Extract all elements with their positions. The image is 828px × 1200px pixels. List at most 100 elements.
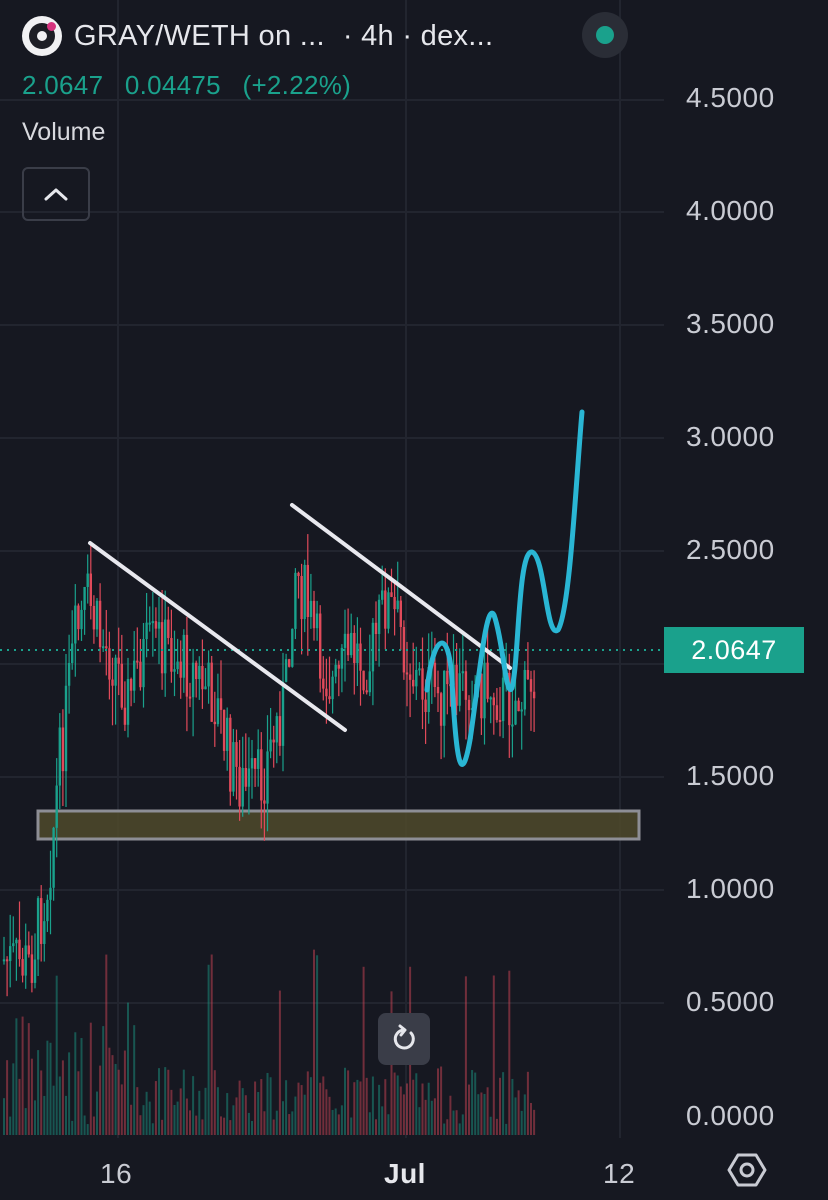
candle-body (253, 758, 257, 769)
volume-bar (468, 1084, 470, 1135)
volume-bar (340, 1105, 343, 1135)
candle-body (322, 678, 325, 689)
volume-bar (437, 1068, 439, 1135)
candle-body (195, 662, 198, 680)
volume-bar (334, 1108, 337, 1135)
volume-bar (350, 1117, 353, 1135)
reset-chart-button[interactable] (378, 1013, 430, 1065)
volume-bars (3, 949, 536, 1135)
trendline-1 (88, 541, 347, 732)
candle-body (368, 671, 371, 693)
candle-body (337, 664, 340, 669)
candle-body (83, 586, 86, 610)
volume-bar (74, 1032, 77, 1135)
settings-hexagon-icon[interactable] (727, 1150, 767, 1190)
volume-bar (530, 1102, 532, 1135)
volume-bar (117, 1069, 120, 1135)
candle-body (396, 600, 399, 610)
price-axis-tick: 0.5000 (686, 986, 775, 1017)
volume-bar (272, 1119, 275, 1135)
volume-bar (27, 1023, 30, 1135)
candle-body (133, 660, 136, 691)
candle-body (30, 954, 34, 983)
volume-bar (260, 1079, 263, 1135)
volume-bar (278, 990, 281, 1135)
candle-body (511, 724, 514, 727)
volume-bar (471, 1070, 474, 1135)
candle-body (526, 669, 530, 680)
volume-bar (427, 1082, 430, 1135)
candle-body (105, 646, 108, 649)
candle-body (297, 572, 300, 576)
candle-body (167, 619, 170, 638)
volume-bar (421, 1083, 424, 1135)
candle-body (157, 622, 161, 629)
collapse-legend-button[interactable] (22, 167, 90, 221)
candle-body (312, 600, 316, 629)
candle-body (315, 613, 319, 629)
candle-body (142, 639, 145, 688)
candle-body (520, 709, 523, 712)
geckoterminal-logo-icon (22, 16, 62, 56)
volume-bar (12, 1063, 15, 1135)
current-price: 2.0647 (22, 70, 104, 100)
candle-body (80, 609, 83, 630)
candle-body (89, 573, 92, 606)
volume-bar (359, 1081, 362, 1135)
volume-bar (247, 1112, 250, 1135)
volume-bar (111, 1055, 114, 1135)
volume-bar (179, 1088, 182, 1135)
volume-bar (61, 1060, 64, 1135)
volume-bar (164, 1067, 167, 1135)
candle-body (114, 657, 117, 686)
candle-body (244, 767, 247, 787)
volume-bar (309, 1077, 312, 1135)
volume-indicator-label[interactable]: Volume (22, 118, 106, 146)
candle-body (148, 622, 151, 625)
candle-body (250, 758, 254, 769)
volume-bar (170, 1089, 173, 1135)
volume-bar (86, 1124, 89, 1135)
volume-bar (114, 1063, 117, 1135)
projection-curve (424, 409, 585, 767)
volume-bar (489, 1116, 492, 1135)
candle-body (402, 627, 406, 673)
volume-bar (458, 1123, 461, 1135)
pair-title[interactable]: GRAY/WETH on ... · 4h · dex... (74, 20, 493, 53)
volume-bar (499, 1077, 501, 1135)
candle-body (266, 751, 269, 804)
candle-body (309, 600, 313, 617)
candle-body (129, 679, 133, 691)
volume-bar (15, 1018, 18, 1135)
candle-body (126, 679, 130, 725)
candle-body (461, 671, 464, 674)
time-axis-tick: 12 (603, 1158, 636, 1189)
volume-bar (123, 1050, 126, 1135)
candle-body (154, 621, 158, 629)
volume-bar (319, 1082, 322, 1135)
trendline-2 (290, 503, 512, 670)
candle-body (201, 665, 204, 690)
volume-bar (244, 1095, 247, 1135)
candle-body (284, 659, 288, 682)
candle-body (387, 592, 390, 629)
candle-body (117, 657, 120, 664)
volume-bar (368, 1112, 371, 1135)
live-status-button[interactable] (582, 12, 628, 58)
volume-bar (452, 1110, 455, 1135)
volume-bar (102, 1026, 105, 1135)
volume-bar (43, 1095, 46, 1135)
volume-bar (120, 1084, 123, 1135)
candle-body (393, 596, 396, 610)
candle-body (21, 959, 24, 976)
candle-body (77, 605, 80, 630)
volume-bar (263, 1111, 266, 1135)
candle-body (359, 643, 362, 671)
candle-body (247, 768, 251, 787)
candle-body (151, 621, 154, 624)
candle-body (40, 898, 43, 944)
candle-body (191, 662, 195, 698)
candle-body (145, 622, 148, 640)
candle-body (294, 572, 297, 629)
